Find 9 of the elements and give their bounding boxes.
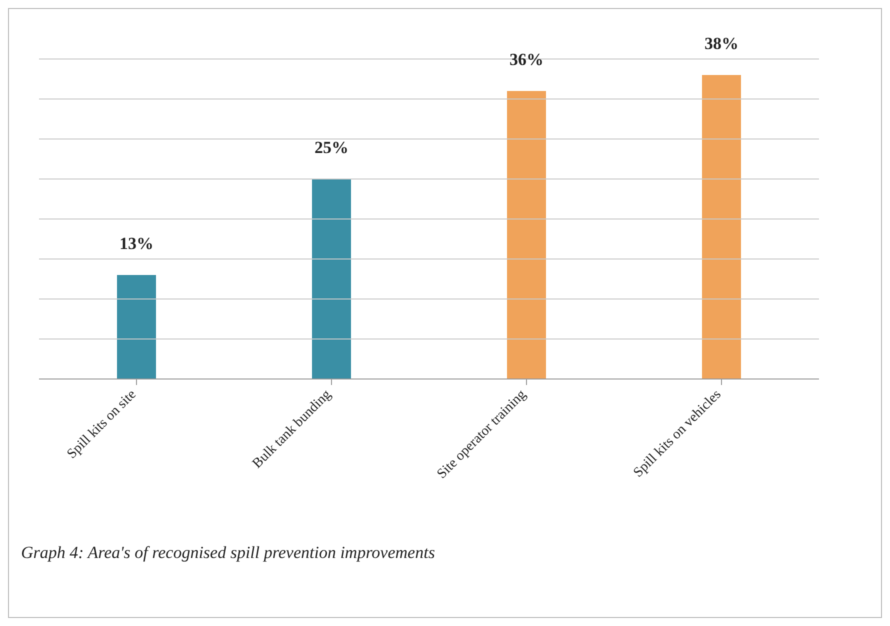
data-label: 13%	[120, 234, 154, 253]
bar	[117, 275, 156, 379]
data-label: 36%	[510, 50, 544, 69]
bar	[702, 75, 741, 379]
data-label: 25%	[314, 138, 348, 157]
data-label: 38%	[704, 34, 738, 53]
bar	[507, 91, 546, 379]
caption: Graph 4: Area's of recognised spill prevention improvements	[21, 543, 436, 563]
bar	[312, 179, 351, 379]
